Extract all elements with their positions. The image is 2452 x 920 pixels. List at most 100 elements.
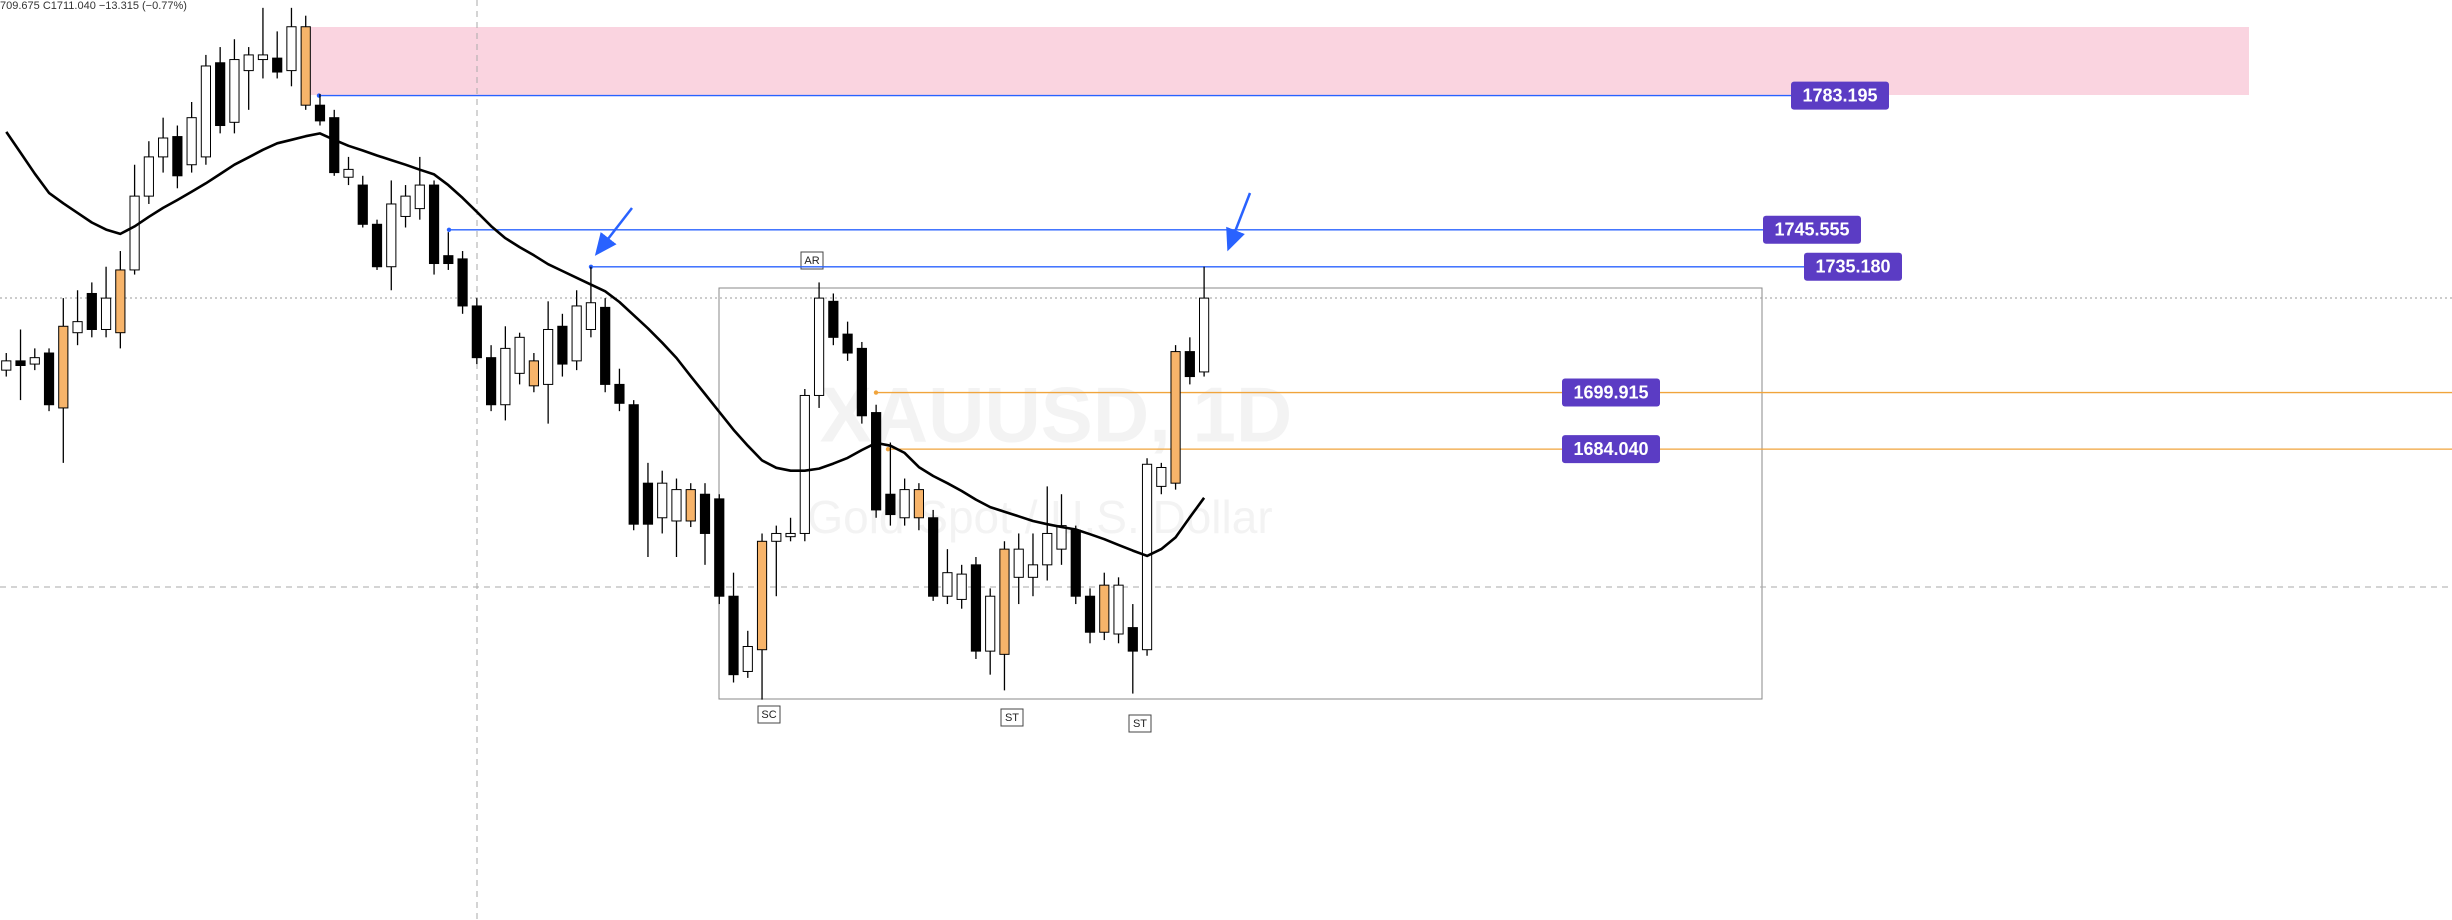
annotation-box — [1000, 708, 1024, 727]
candle-body — [699, 493, 711, 534]
level-label: 1735.180 — [1815, 257, 1890, 277]
watermark-symbol: XAUUSD, 1D — [820, 371, 1292, 459]
annotation-ar: AR — [800, 251, 824, 270]
candle-body — [72, 321, 83, 334]
candle-body — [714, 498, 725, 597]
candle-body — [343, 168, 354, 178]
candle-body — [828, 300, 839, 338]
candle-body — [400, 195, 411, 217]
candle-body — [528, 360, 539, 387]
level-label-box — [1562, 378, 1660, 407]
candle-body — [414, 184, 425, 210]
candle-body — [257, 54, 269, 61]
candle-body — [329, 117, 340, 174]
candle-body — [785, 532, 796, 538]
candle-body — [471, 305, 482, 359]
annotation-label: ST — [1133, 718, 1147, 730]
candle-body — [871, 412, 882, 511]
candle-body — [500, 347, 511, 406]
candle-body — [600, 306, 611, 385]
candle-body — [200, 65, 212, 158]
candle-body — [671, 489, 682, 522]
candle-body — [286, 26, 297, 72]
candle-body — [543, 328, 554, 385]
candle-body — [657, 482, 668, 519]
candle-body — [186, 117, 197, 166]
candle-body — [300, 26, 311, 106]
candle-body — [1113, 584, 1124, 635]
level-label-box — [1562, 435, 1660, 464]
candle-body — [899, 489, 910, 519]
level-label: 1699.915 — [1573, 382, 1648, 402]
range-box — [718, 287, 1763, 700]
level-anchor — [885, 446, 891, 452]
candle-body — [842, 333, 853, 354]
level-anchor — [446, 227, 452, 233]
candle-body — [985, 595, 996, 652]
level-labels: 1783.195 1745.555 1735.180 1699.915 1684.040 — [1562, 81, 1902, 464]
candle-body — [557, 325, 568, 365]
moving-average — [5, 131, 1206, 558]
candle-body — [1084, 595, 1096, 633]
candle-body — [386, 203, 397, 268]
candle-body — [1027, 564, 1039, 578]
candle-body — [771, 532, 782, 542]
candle-body — [1013, 548, 1024, 578]
candle-body — [585, 302, 597, 330]
candle-body — [756, 540, 768, 651]
level-label: 1684.040 — [1573, 439, 1648, 459]
candle-body — [143, 156, 154, 197]
annotation-box — [757, 705, 781, 724]
candle-body — [942, 572, 953, 597]
candle-body — [742, 645, 753, 672]
level-anchor — [873, 390, 879, 395]
candle-body — [956, 573, 967, 600]
candle-body — [728, 595, 739, 676]
annotation-label: ST — [1005, 712, 1019, 724]
arrow — [1226, 192, 1252, 252]
level-label: 1745.555 — [1774, 220, 1849, 240]
candle-body — [1099, 584, 1110, 633]
annotation-label: SC — [761, 709, 776, 721]
candle-body — [970, 564, 982, 652]
level-label-box — [1791, 81, 1889, 110]
candle-body — [571, 305, 582, 362]
candle-body — [371, 223, 383, 268]
candle-body — [642, 482, 654, 525]
candle-body — [15, 360, 26, 367]
annotation-st: ST — [1000, 708, 1024, 727]
level-label: 1783.195 — [1802, 85, 1877, 105]
candle-body — [999, 548, 1010, 655]
candle-body — [86, 292, 97, 330]
candle-body — [43, 352, 55, 406]
candle-body — [885, 493, 896, 516]
candle-body — [799, 394, 810, 534]
candle-body — [272, 57, 283, 73]
annotation-box — [800, 251, 824, 270]
level-label-box — [1804, 252, 1902, 281]
candle-body — [1127, 627, 1138, 652]
candle-body — [1184, 351, 1195, 378]
candle-body — [100, 297, 112, 330]
candle-body — [314, 104, 326, 122]
candle-body — [685, 489, 696, 522]
candle-body — [1199, 297, 1210, 373]
candle-body — [1056, 525, 1067, 550]
level-label-box — [1763, 215, 1861, 244]
candle-body — [628, 404, 639, 525]
candle-body — [443, 255, 454, 265]
candle-body — [1070, 529, 1081, 597]
candle-body — [158, 137, 169, 158]
ohlc-legend: 709.675 C1711.040 −13.315 (−0.77%) — [0, 0, 187, 12]
annotation-label: AR — [804, 255, 819, 267]
candle-body — [29, 357, 40, 365]
candle-body — [928, 517, 939, 597]
annotation-sc: SC — [757, 705, 781, 724]
watermark-description: Gold Spot / U.S. Dollar — [807, 491, 1272, 543]
candle-body — [614, 383, 625, 404]
candle-body — [813, 297, 825, 396]
candle-body — [58, 325, 69, 409]
annotation-box — [1128, 714, 1152, 733]
